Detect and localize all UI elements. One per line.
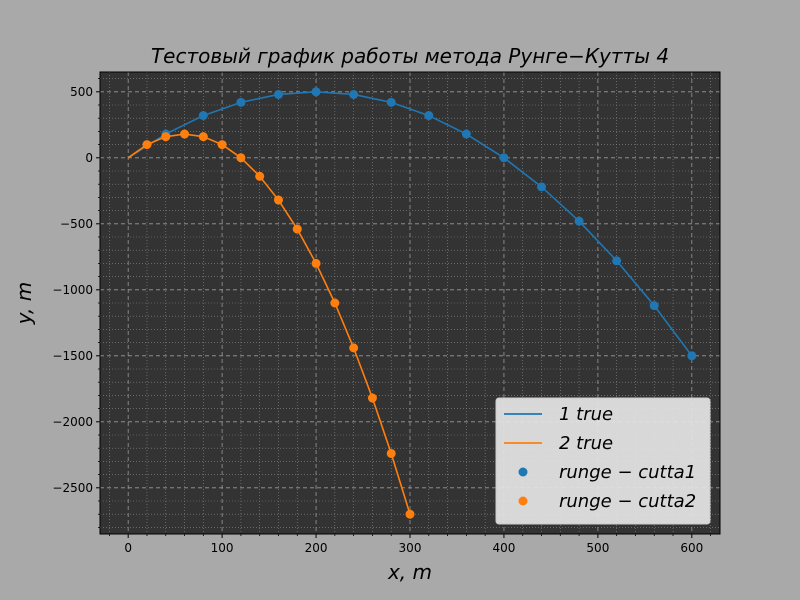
scatter-point (330, 298, 340, 308)
scatter-point (687, 351, 697, 361)
scatter-point (386, 448, 396, 458)
scatter-point (499, 153, 509, 163)
legend: 1 true 2 true runge − cutta1 runge − cutta2 (495, 397, 711, 525)
scatter-point (198, 132, 208, 142)
legend-label: 1 true (559, 404, 613, 425)
scatter-point (273, 89, 283, 99)
legend-label: runge − cutta2 (559, 491, 696, 512)
x-tick-label: 300 (399, 541, 422, 555)
scatter-point (574, 216, 584, 226)
scatter-point (349, 343, 359, 353)
scatter-point (424, 111, 434, 121)
legend-marker-swatch (518, 467, 528, 477)
x-tick-label: 0 (124, 541, 132, 555)
legend-label: 2 true (559, 433, 613, 454)
scatter-point (649, 301, 659, 311)
scatter-point (198, 111, 208, 121)
legend-label: runge − cutta1 (559, 462, 696, 483)
scatter-point (311, 258, 321, 268)
chart-title: Тестовый график работы метода Рунге−Кутт… (151, 44, 669, 68)
series-layer (127, 87, 697, 519)
scatter-point (405, 509, 415, 519)
scatter-point (292, 224, 302, 234)
scatter-point (349, 89, 359, 99)
scatter-point (161, 132, 171, 142)
scatter-point (180, 129, 190, 139)
y-tick-label: −500 (60, 217, 93, 231)
y-tick-label: −2000 (52, 415, 93, 429)
y-tick-label: −2500 (52, 481, 93, 495)
scatter-point (461, 129, 471, 139)
y-axis-label: y, m (12, 282, 36, 325)
scatter-point (386, 97, 396, 107)
series-line-2 (127, 133, 411, 515)
scatter-point (236, 153, 246, 163)
scatter-point (236, 97, 246, 107)
x-axis-label: x, m (387, 560, 432, 584)
scatter-point (612, 256, 622, 266)
scatter-point (217, 140, 227, 150)
scatter-point (367, 393, 377, 403)
x-tick-label: 500 (586, 541, 609, 555)
x-tick-label: 600 (680, 541, 703, 555)
legend-marker-swatch (518, 496, 528, 506)
ticks: 0 100 200 300 400 500 600 500 0 −500 −1000 −1500 −20… (52, 78, 712, 555)
scatter-point (311, 87, 321, 97)
x-tick-label: 400 (492, 541, 515, 555)
scatter-point (255, 171, 265, 181)
y-tick-label: −1000 (52, 283, 93, 297)
x-tick-label: 100 (211, 541, 234, 555)
y-tick-label: −1500 (52, 349, 93, 363)
scatter-point (273, 195, 283, 205)
x-tick-label: 200 (305, 541, 328, 555)
scatter-point (537, 182, 547, 192)
legend-box (495, 397, 711, 525)
y-tick-label: 0 (85, 151, 93, 165)
scatter-point (142, 140, 152, 150)
y-tick-label: 500 (70, 85, 93, 99)
series-line-1 (127, 90, 693, 357)
